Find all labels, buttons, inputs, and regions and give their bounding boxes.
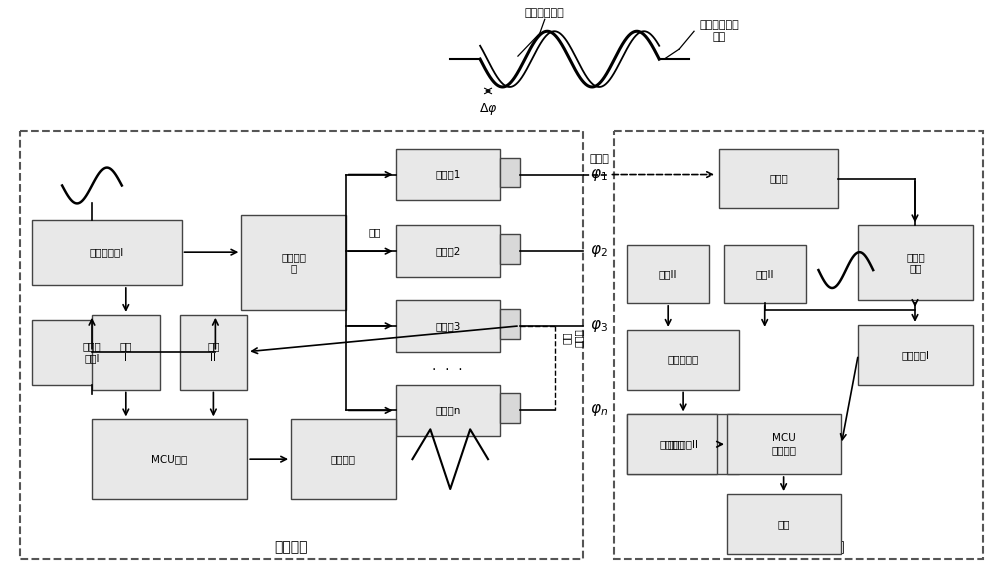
Text: 接收主振基准
信号: 接收主振基准 信号 (699, 20, 739, 42)
Text: 主振II: 主振II (659, 269, 677, 279)
Bar (396, 225, 500, 277)
Text: 混频
II: 混频 II (207, 342, 220, 363)
Text: 发射器1: 发射器1 (435, 169, 460, 180)
Text: 发射器3: 发射器3 (435, 321, 460, 331)
Text: 通道选择
器: 通道选择 器 (281, 252, 306, 274)
Bar (627, 245, 709, 303)
Bar (32, 320, 152, 385)
Bar (180, 315, 247, 389)
Bar (627, 414, 739, 474)
Text: 滤波放大II: 滤波放大II (668, 439, 699, 449)
Text: 标定
接收器: 标定 接收器 (562, 328, 583, 347)
Bar (500, 393, 520, 423)
Text: MCU
相位比较: MCU 相位比较 (772, 434, 797, 455)
Bar (614, 131, 983, 559)
Text: 无线发射: 无线发射 (331, 454, 356, 464)
Text: 光纤: 光纤 (369, 228, 381, 237)
Text: 参考混频器: 参考混频器 (667, 355, 699, 365)
Bar (627, 414, 717, 474)
Text: 主控振荡器I: 主控振荡器I (90, 248, 124, 257)
Bar (396, 385, 500, 436)
Bar (500, 309, 520, 339)
Bar (727, 414, 841, 474)
Text: 滤波放大I: 滤波放大I (901, 350, 929, 359)
Text: 发射模块: 发射模块 (274, 540, 308, 554)
Bar (241, 215, 346, 310)
Text: $\varphi_3$: $\varphi_3$ (590, 318, 608, 334)
Text: 发射器n: 发射器n (435, 406, 460, 415)
Bar (92, 419, 247, 499)
Text: 信号混
频器: 信号混 频器 (906, 252, 925, 274)
Text: MCU控制: MCU控制 (151, 454, 188, 464)
Bar (500, 234, 520, 264)
Bar (500, 158, 520, 187)
Text: $\varphi_2$: $\varphi_2$ (590, 243, 607, 259)
Text: $\varphi_1$: $\varphi_1$ (590, 166, 607, 183)
Text: 发射器2: 发射器2 (435, 246, 460, 256)
Bar (396, 149, 500, 200)
Text: 主控基准信号: 主控基准信号 (525, 8, 565, 18)
Text: 本振II: 本振II (755, 269, 774, 279)
Text: 红外光: 红外光 (590, 154, 609, 164)
Bar (627, 330, 739, 389)
Bar (719, 149, 838, 209)
Text: 接收器: 接收器 (769, 173, 788, 184)
Text: ·  ·  ·: · · · (432, 363, 463, 377)
Bar (858, 325, 973, 385)
Bar (724, 245, 806, 303)
Text: 显示: 显示 (778, 519, 790, 529)
Bar (396, 300, 500, 352)
Bar (858, 225, 973, 300)
Bar (20, 131, 583, 559)
Text: $\varphi_n$: $\varphi_n$ (590, 403, 608, 418)
Text: 混频
I: 混频 I (120, 342, 132, 363)
Bar (92, 315, 160, 389)
Text: 无线接收: 无线接收 (660, 439, 685, 449)
Text: $\Delta\varphi$: $\Delta\varphi$ (479, 101, 497, 117)
Bar (727, 494, 841, 554)
Text: 本地振
荡器I: 本地振 荡器I (83, 342, 101, 363)
Text: 接收模块: 接收模块 (812, 540, 845, 554)
Bar (32, 221, 182, 285)
Bar (291, 419, 396, 499)
